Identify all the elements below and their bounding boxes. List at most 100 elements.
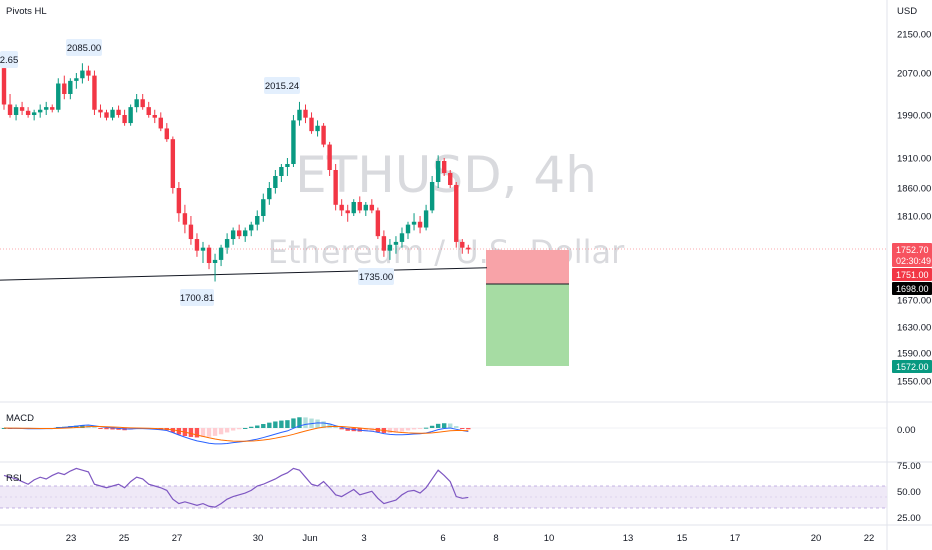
rsi-tick: 25.00 [897,513,921,524]
candle-body [170,139,176,188]
pivot-label: 1735.00 [358,268,394,285]
macd-histogram-bar [116,428,121,430]
pivot-label: 2.65 [0,51,18,68]
macd-histogram-bar [339,428,344,430]
candle-body [381,236,387,251]
candle-body [37,109,43,113]
candle-body [146,107,151,115]
macd-histogram-bar [399,428,405,432]
candle-body [345,210,350,214]
pivot-label: 2085.00 [66,39,102,56]
price-tick: 1810.00 [897,212,931,223]
candle-body [285,164,290,167]
candle-body [291,120,296,164]
pivot-labels: 2.65 2085.00 2015.24 1700.81 1735.00 [0,39,394,306]
macd-histogram-bar [429,425,435,428]
price-tag-label: 1572.00 [896,362,929,372]
candle-body [25,110,31,115]
time-tick: 3 [361,533,366,544]
candle-body [405,224,411,234]
candle-body [249,224,254,231]
price-tag: 1572.00 [892,360,932,373]
candle-body [176,188,182,214]
candle-body [86,70,91,76]
take-profit-zone [486,284,569,366]
candle-body [152,115,157,118]
macd-histogram-bar [92,426,97,428]
candle-body [261,199,266,216]
macd-histogram-bar [454,426,459,428]
candle-body [212,259,218,263]
price-axis[interactable]: 2150.00 2070.00 1990.00 1910.00 1860.00 1810.… [897,30,931,388]
trendline[interactable] [0,267,488,281]
time-tick: 13 [623,533,634,544]
candle-body [92,75,97,110]
candle-body [134,99,139,108]
price-tag-label: 1698.00 [896,284,929,294]
watermark-description: Ethereum / U.S. Dollar [268,233,625,271]
candle-body [375,210,381,237]
time-tick: Jun [302,533,317,544]
candle-body [128,107,133,124]
time-tick: 10 [544,533,555,544]
candle-body [417,221,423,228]
price-tick: 1910.00 [897,154,931,165]
macd-histogram-bar [363,428,368,432]
time-tick: 20 [811,533,822,544]
price-tag-label: 1752.70 [896,245,929,255]
candle-body [98,109,103,113]
macd-histogram-bar [261,424,266,428]
candle-body [74,78,79,81]
rsi-line [3,467,469,508]
candle-body [200,247,206,251]
candle-body [327,144,332,170]
macd-histogram-bar [423,427,429,429]
macd-histogram-bar [321,421,326,428]
candle-body [243,230,248,237]
indicator-title: Pivots HL [6,6,47,17]
macd-histogram-bar [405,428,411,431]
price-tag: 1751.00 [892,268,932,281]
macd-histogram-bar [273,421,278,428]
candle-body [273,176,278,188]
candle-body [411,221,417,225]
macd-histogram-bar [255,425,260,428]
macd-histogram-bar [345,428,350,431]
macd-histogram-bar [110,428,115,430]
macd-histogram-bar [218,428,224,435]
pivot-label: 1700.81 [180,289,214,306]
time-axis[interactable]: 23 25 27 30 Jun 3 6 8 10 13 15 17 20 22 [66,533,875,544]
macd-histogram-bar [291,418,296,428]
candle-body [206,247,212,263]
macd-histogram-bar [230,428,236,431]
candle-body [194,239,200,251]
macd-histogram-bar [267,422,272,428]
candle-body [236,230,242,237]
time-tick: 8 [493,533,498,544]
candle-body [19,107,25,111]
price-tick: 1990.00 [897,111,931,122]
candle-body [116,109,121,115]
candle-body [13,107,19,115]
macd-pane[interactable] [0,417,887,445]
price-tag: 1698.00 [892,282,932,295]
rsi-band [0,486,887,508]
macd-histogram-bar [194,428,200,438]
candle-body [351,202,356,214]
candle-body [80,70,85,79]
candle-body [224,239,230,248]
macd-histogram-bar [315,419,320,428]
candle-body [110,109,115,118]
price-tag-countdown: 02:30:49 [896,256,931,266]
currency-label: USD [897,6,917,17]
candle-body [230,230,236,240]
macd-histogram-bar [460,428,465,429]
candle-body [441,161,447,173]
candle-body [1,68,7,105]
candle-body [309,117,314,132]
position-tool[interactable] [486,250,569,366]
candle-body [448,173,453,185]
macd-histogram-bar [441,423,447,428]
